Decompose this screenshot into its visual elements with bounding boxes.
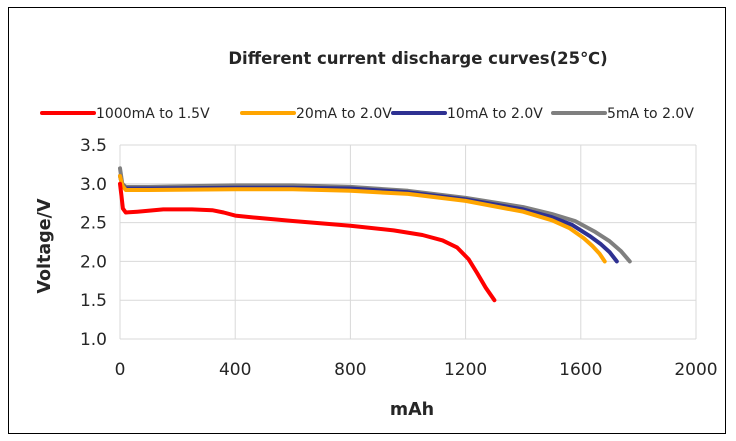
- y-axis-ticks: 1.0 1.5 2.0 2.5 3.0 3.5: [80, 136, 107, 350]
- y-tick-label: 2.5: [80, 214, 107, 234]
- y-tick-label: 1.5: [80, 291, 107, 311]
- series-line: [118, 166, 632, 264]
- x-tick-label: 1600: [559, 360, 602, 380]
- chart-legend: 1000mA to 1.5V 20mA to 2.0V 10mA to 2.0V 5m…: [40, 106, 694, 122]
- x-tick-label: 800: [334, 360, 366, 380]
- x-axis-ticks: 0 400 800 1200 1600 2000: [115, 360, 718, 380]
- x-tick-label: 400: [219, 360, 251, 380]
- plot-series: [118, 166, 632, 303]
- chart-frame: Different current discharge curves(25℃) …: [8, 7, 726, 434]
- legend-label: 10mA to 2.0V: [447, 106, 543, 122]
- series-line: [118, 181, 497, 303]
- y-tick-label: 3.5: [80, 136, 107, 156]
- y-tick-label: 1.0: [80, 330, 107, 350]
- x-axis-title: mAh: [390, 400, 434, 420]
- x-tick-label: 2000: [674, 360, 717, 380]
- y-tick-label: 2.0: [80, 252, 107, 272]
- legend-label: 20mA to 2.0V: [296, 106, 392, 122]
- chart-title: Different current discharge curves(25℃): [228, 49, 607, 68]
- x-tick-label: 1200: [444, 360, 487, 380]
- legend-label: 5mA to 2.0V: [607, 106, 694, 122]
- y-axis-title: Voltage/V: [35, 198, 55, 294]
- y-tick-label: 3.0: [80, 175, 107, 195]
- discharge-chart: Different current discharge curves(25℃) …: [35, 49, 718, 420]
- legend-label: 1000mA to 1.5V: [96, 106, 210, 122]
- series-line: [118, 174, 607, 264]
- x-tick-label: 0: [115, 360, 126, 380]
